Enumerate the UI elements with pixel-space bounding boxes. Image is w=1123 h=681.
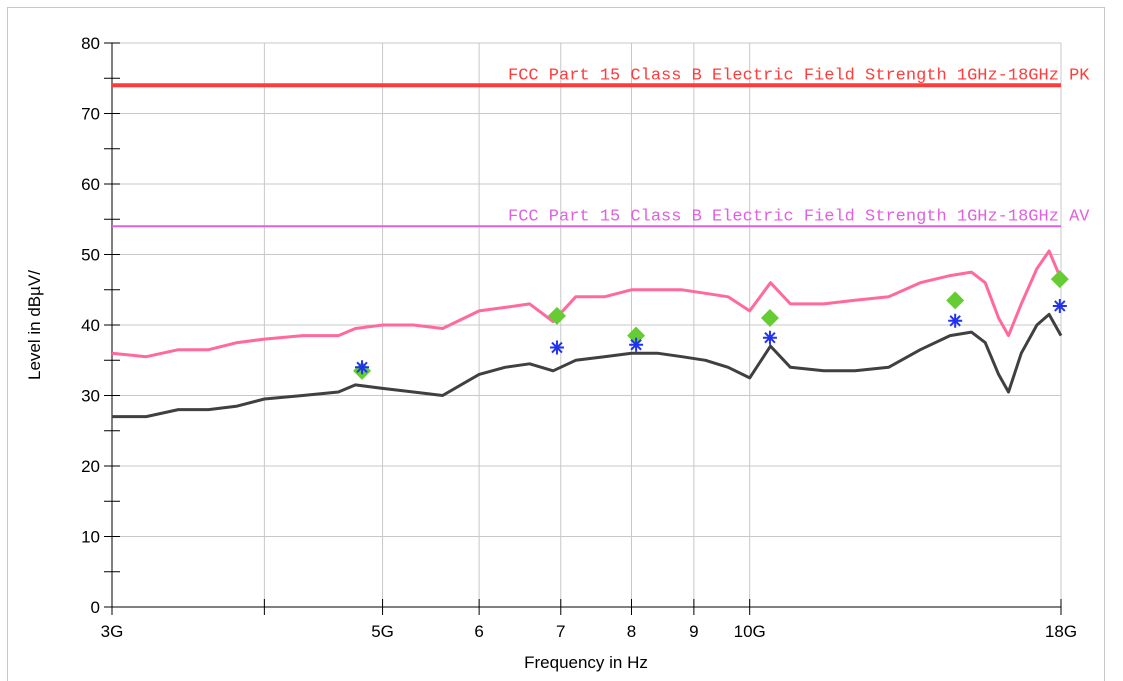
avg-marker [948, 313, 963, 328]
avg-marker [762, 330, 777, 345]
peak-marker [1050, 270, 1069, 289]
limit-label: FCC Part 15 Class B Electric Field Stren… [508, 207, 1090, 226]
x-tick-label: 10G [734, 622, 766, 641]
avg-marker [629, 337, 644, 352]
x-tick-label: 18G [1045, 622, 1077, 641]
x-tick-label: 3G [101, 622, 124, 641]
trace [112, 312, 1063, 419]
peak-marker [946, 291, 965, 310]
y-tick-label: 40 [81, 316, 100, 335]
peak-marker [760, 308, 779, 327]
y-tick-label: 80 [81, 34, 100, 53]
y-axis-label: Level in dBµV/ [25, 270, 44, 380]
limit-label: FCC Part 15 Class B Electric Field Stren… [508, 66, 1090, 85]
y-tick-label: 60 [81, 175, 100, 194]
y-tick-label: 70 [81, 105, 100, 124]
trace [111, 249, 1063, 359]
x-tick-label: 5G [371, 622, 394, 641]
peak-marker [547, 306, 566, 325]
x-tick-label: 7 [556, 622, 565, 641]
y-tick-label: 50 [81, 246, 100, 265]
x-tick-label: 6 [474, 622, 483, 641]
avg-marker [355, 360, 370, 375]
x-axis-label: Frequency in Hz [524, 653, 648, 672]
x-tick-label: 8 [627, 622, 636, 641]
y-tick-label: 20 [81, 457, 100, 476]
y-tick-label: 30 [81, 387, 100, 406]
x-tick-label: 9 [689, 622, 698, 641]
y-tick-label: 0 [91, 598, 100, 617]
avg-marker [1052, 298, 1067, 313]
avg-marker [549, 340, 564, 355]
y-tick-label: 10 [81, 528, 100, 547]
frame [7, 7, 1105, 681]
